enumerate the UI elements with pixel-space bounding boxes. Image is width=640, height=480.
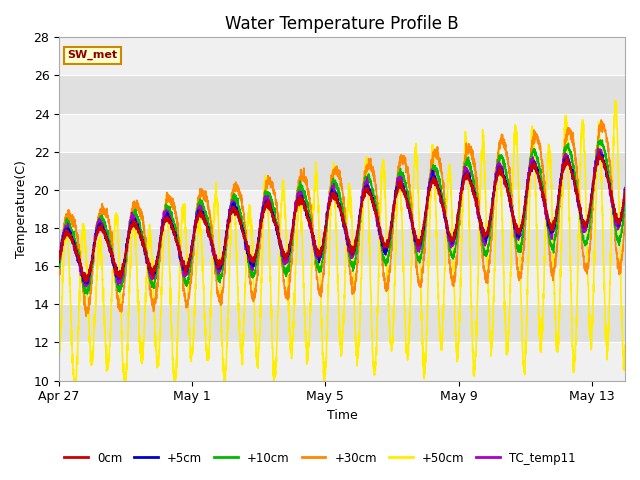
+50cm: [71, 391, 79, 396]
TC_temp11: [594, 145, 602, 151]
+30cm: [597, 117, 605, 123]
+5cm: [442, 220, 450, 226]
Bar: [59, 152, 625, 190]
+5cm: [596, 149, 604, 155]
+10cm: [586, 222, 594, 228]
+30cm: [559, 150, 567, 156]
+10cm: [84, 291, 92, 297]
+50cm: [442, 216, 450, 222]
+30cm: [586, 247, 594, 253]
Line: +30cm: +30cm: [59, 120, 625, 316]
0cm: [442, 217, 450, 223]
0cm: [595, 148, 603, 154]
TC_temp11: [442, 225, 450, 231]
+50cm: [611, 98, 619, 104]
+10cm: [442, 221, 450, 227]
TC_temp11: [559, 159, 567, 165]
+30cm: [442, 219, 450, 225]
+30cm: [621, 211, 629, 217]
Y-axis label: Temperature(C): Temperature(C): [15, 160, 28, 258]
0cm: [559, 167, 567, 173]
+30cm: [55, 272, 63, 278]
Bar: [59, 228, 625, 266]
+5cm: [391, 191, 399, 197]
X-axis label: Time: Time: [326, 409, 358, 422]
+50cm: [349, 255, 356, 261]
+30cm: [83, 313, 90, 319]
+30cm: [524, 183, 532, 189]
Text: SW_met: SW_met: [68, 50, 118, 60]
+5cm: [621, 188, 629, 193]
+10cm: [524, 177, 532, 182]
+10cm: [621, 196, 629, 202]
+30cm: [349, 287, 356, 292]
+5cm: [83, 281, 91, 287]
0cm: [349, 249, 356, 254]
+5cm: [349, 247, 356, 252]
+5cm: [559, 162, 567, 168]
+10cm: [55, 265, 63, 271]
+10cm: [349, 264, 356, 269]
+50cm: [391, 262, 399, 268]
Bar: [59, 75, 625, 114]
+50cm: [621, 355, 629, 361]
Line: +10cm: +10cm: [59, 140, 625, 294]
TC_temp11: [55, 257, 63, 263]
0cm: [55, 258, 63, 264]
0cm: [586, 204, 594, 210]
+10cm: [559, 156, 567, 162]
+5cm: [55, 260, 63, 265]
Line: TC_temp11: TC_temp11: [59, 148, 625, 286]
0cm: [524, 185, 532, 191]
+30cm: [391, 198, 399, 204]
0cm: [391, 197, 399, 203]
0cm: [81, 279, 89, 285]
0cm: [621, 188, 629, 194]
+10cm: [596, 137, 604, 143]
Line: +50cm: +50cm: [59, 101, 625, 394]
+50cm: [559, 162, 567, 168]
+5cm: [586, 207, 594, 213]
+50cm: [524, 266, 532, 272]
Line: +5cm: +5cm: [59, 152, 625, 284]
TC_temp11: [349, 254, 356, 260]
Bar: [59, 304, 625, 342]
TC_temp11: [524, 175, 532, 180]
Title: Water Temperature Profile B: Water Temperature Profile B: [225, 15, 459, 33]
+50cm: [55, 353, 63, 359]
TC_temp11: [621, 184, 629, 190]
Legend: 0cm, +5cm, +10cm, +30cm, +50cm, TC_temp11: 0cm, +5cm, +10cm, +30cm, +50cm, TC_temp1…: [60, 447, 580, 469]
Line: 0cm: 0cm: [59, 151, 625, 282]
TC_temp11: [391, 192, 399, 198]
+10cm: [391, 192, 399, 198]
TC_temp11: [586, 207, 594, 213]
TC_temp11: [83, 283, 90, 289]
+5cm: [524, 184, 532, 190]
+50cm: [586, 323, 594, 329]
